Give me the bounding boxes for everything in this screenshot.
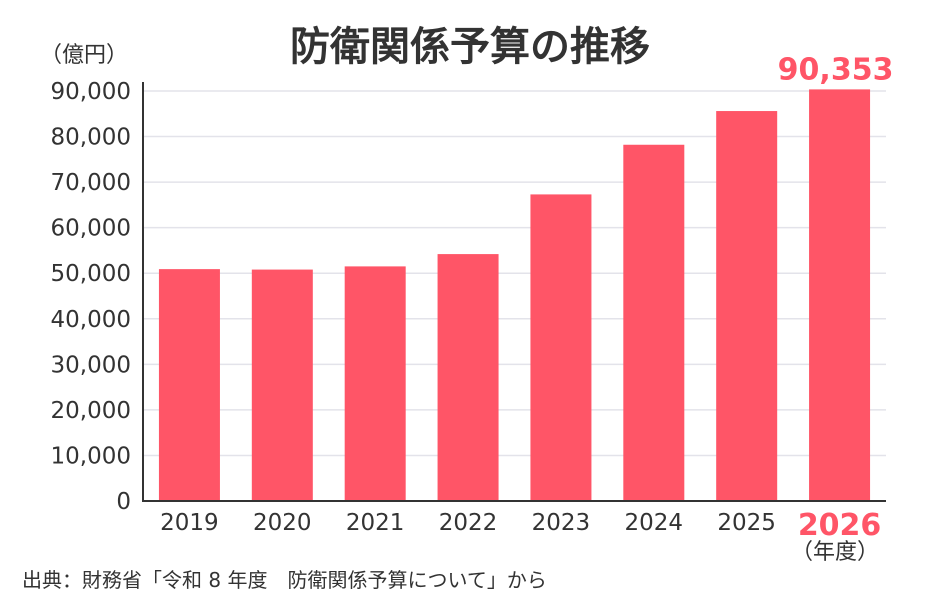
x-tick-label-2021: 2021 — [346, 510, 405, 536]
x-tick-label-2019: 2019 — [160, 510, 219, 536]
y-tick-label: 0 — [116, 489, 131, 515]
y-tick-label: 10,000 — [51, 443, 131, 469]
bar-2022 — [437, 254, 499, 501]
y-tick-label: 40,000 — [51, 307, 131, 333]
x-tick-label-2024: 2024 — [625, 510, 684, 536]
bar-2019 — [158, 269, 220, 501]
x-axis-label: （年度） — [791, 540, 879, 565]
bar-2021 — [344, 266, 406, 501]
bar-2023 — [530, 194, 592, 501]
bar-2024 — [623, 144, 685, 501]
chart-title: 防衛関係予算の推移 — [290, 24, 650, 70]
y-tick-label: 80,000 — [51, 125, 131, 151]
bar-2020 — [251, 269, 313, 501]
x-tick-label-2023: 2023 — [532, 510, 591, 536]
bar-2026 — [809, 89, 871, 501]
x-tick-label-2025: 2025 — [717, 510, 776, 536]
x-tick-label-2022: 2022 — [439, 510, 498, 536]
y-axis-label: （億円） — [40, 43, 128, 68]
y-tick-labels: 0 10,000 20,000 30,000 40,000 50,000 60,000 70,… — [51, 79, 131, 515]
bar-2025 — [716, 111, 778, 502]
y-tick-label: 20,000 — [51, 398, 131, 424]
y-tick-label: 70,000 — [51, 170, 131, 196]
highlight-value-label: 90,353 — [778, 52, 894, 87]
x-tick-label-2020: 2020 — [253, 510, 312, 536]
y-tick-label: 30,000 — [51, 352, 131, 378]
x-tick-label-2026: 2026 — [798, 508, 882, 543]
x-tick-labels: 2019 2020 2021 2022 2023 2024 2025 2026 — [160, 508, 881, 543]
y-tick-label: 60,000 — [51, 216, 131, 242]
y-tick-label: 90,000 — [51, 79, 131, 105]
bars — [158, 89, 871, 502]
source-note: 出典：財務省「令和 8 年度 防衛関係予算について」から — [22, 568, 547, 592]
y-tick-label: 50,000 — [51, 261, 131, 287]
